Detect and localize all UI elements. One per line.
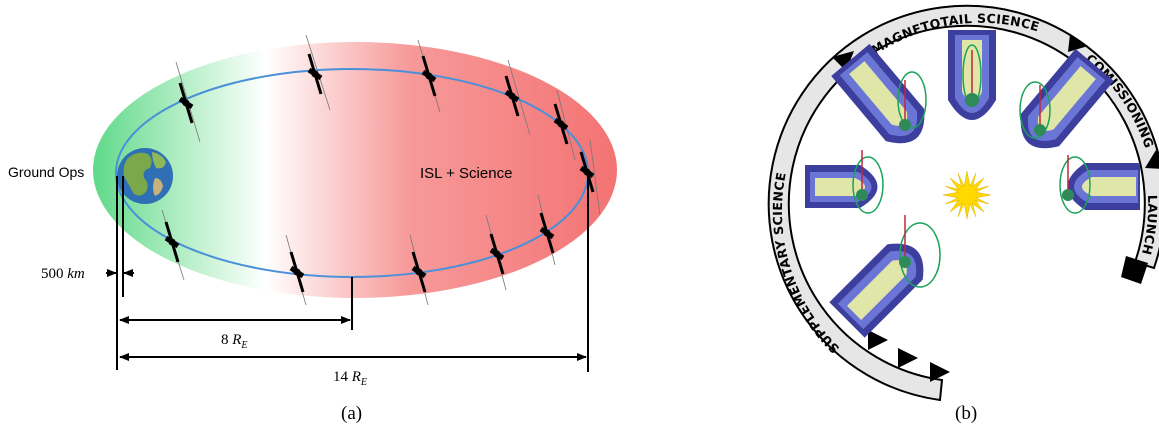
caption-a: (a) — [341, 403, 362, 424]
label-isl-science: ISL + Science — [420, 165, 512, 182]
ring-arrows — [832, 34, 1159, 382]
magnetotail-lower-left — [829, 243, 924, 338]
sun-icon — [942, 170, 992, 220]
label-ground-ops: Ground Ops — [8, 164, 84, 180]
panel-a: Ground Ops ISL + Science 500 km 8 RE 14 … — [8, 34, 617, 424]
magnetotail-right — [1067, 163, 1140, 210]
small-earths — [856, 119, 1074, 268]
panel-b: MAGNETOTAIL SCIENCE COMISSIONING LAUNCH … — [767, 4, 1159, 424]
dim-14re: 14 RE — [333, 369, 367, 388]
earth-icon — [117, 148, 173, 204]
ring-end-cap — [1121, 256, 1148, 284]
region-ellipse — [93, 42, 617, 298]
caption-b: (b) — [955, 403, 977, 424]
magnetotail-left — [805, 165, 878, 208]
magnetotail-top — [948, 30, 996, 120]
orbit-loops — [852, 71, 1091, 288]
dim-8re: 8 RE — [221, 332, 248, 351]
dimension-lines — [106, 174, 589, 372]
dim-500km: 500 km — [41, 266, 85, 282]
magnetotail-upper-right — [1020, 48, 1114, 149]
mission-ring — [767, 4, 1159, 402]
